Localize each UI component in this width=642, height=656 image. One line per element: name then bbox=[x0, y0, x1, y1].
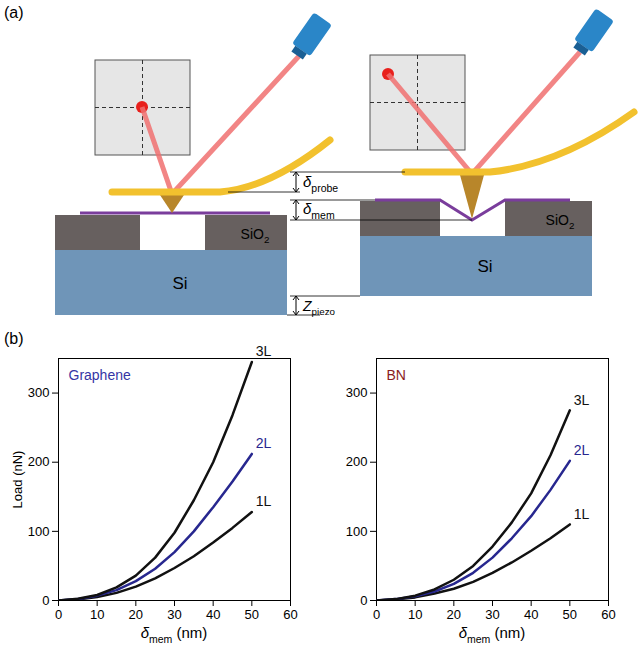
svg-text:60: 60 bbox=[601, 607, 615, 622]
svg-text:50: 50 bbox=[245, 607, 259, 622]
svg-text:30: 30 bbox=[485, 607, 499, 622]
svg-text:Graphene: Graphene bbox=[69, 367, 131, 383]
svg-text:1L: 1L bbox=[574, 506, 590, 522]
svg-text:10: 10 bbox=[408, 607, 422, 622]
svg-text:1L: 1L bbox=[256, 493, 272, 509]
svg-text:40: 40 bbox=[524, 607, 538, 622]
svg-text:100: 100 bbox=[346, 524, 368, 539]
svg-text:Si: Si bbox=[477, 257, 492, 276]
svg-text:200: 200 bbox=[28, 454, 50, 469]
svg-text:Zpiezo: Zpiezo bbox=[302, 298, 336, 317]
svg-text:50: 50 bbox=[563, 607, 577, 622]
svg-text:0: 0 bbox=[42, 593, 49, 608]
svg-text:δprobe: δprobe bbox=[303, 173, 338, 194]
svg-text:BN: BN bbox=[387, 367, 406, 383]
svg-text:2L: 2L bbox=[256, 435, 272, 451]
svg-text:SiO2: SiO2 bbox=[546, 212, 575, 231]
svg-text:0: 0 bbox=[55, 607, 62, 622]
svg-text:20: 20 bbox=[447, 607, 461, 622]
svg-text:SiO2: SiO2 bbox=[241, 226, 270, 245]
svg-text:3L: 3L bbox=[256, 343, 272, 359]
svg-text:30: 30 bbox=[167, 607, 181, 622]
svg-text:60: 60 bbox=[283, 607, 297, 622]
svg-text:Load (nN): Load (nN) bbox=[10, 451, 25, 509]
svg-text:2L: 2L bbox=[574, 442, 590, 458]
svg-text:δmem: δmem bbox=[303, 200, 335, 221]
svg-text:20: 20 bbox=[129, 607, 143, 622]
svg-text:0: 0 bbox=[360, 593, 367, 608]
svg-text:40: 40 bbox=[206, 607, 220, 622]
svg-text:Si: Si bbox=[172, 274, 187, 293]
svg-text:3L: 3L bbox=[574, 392, 590, 408]
svg-text:100: 100 bbox=[28, 524, 50, 539]
svg-text:δmem (nm): δmem (nm) bbox=[141, 624, 208, 645]
svg-text:300: 300 bbox=[28, 385, 50, 400]
svg-text:300: 300 bbox=[346, 385, 368, 400]
svg-text:(a): (a) bbox=[4, 4, 24, 21]
svg-text:δmem (nm): δmem (nm) bbox=[459, 624, 526, 645]
svg-text:200: 200 bbox=[346, 454, 368, 469]
svg-text:10: 10 bbox=[90, 607, 104, 622]
html-text:(b): (b) bbox=[4, 330, 24, 347]
svg-text:0: 0 bbox=[373, 607, 380, 622]
